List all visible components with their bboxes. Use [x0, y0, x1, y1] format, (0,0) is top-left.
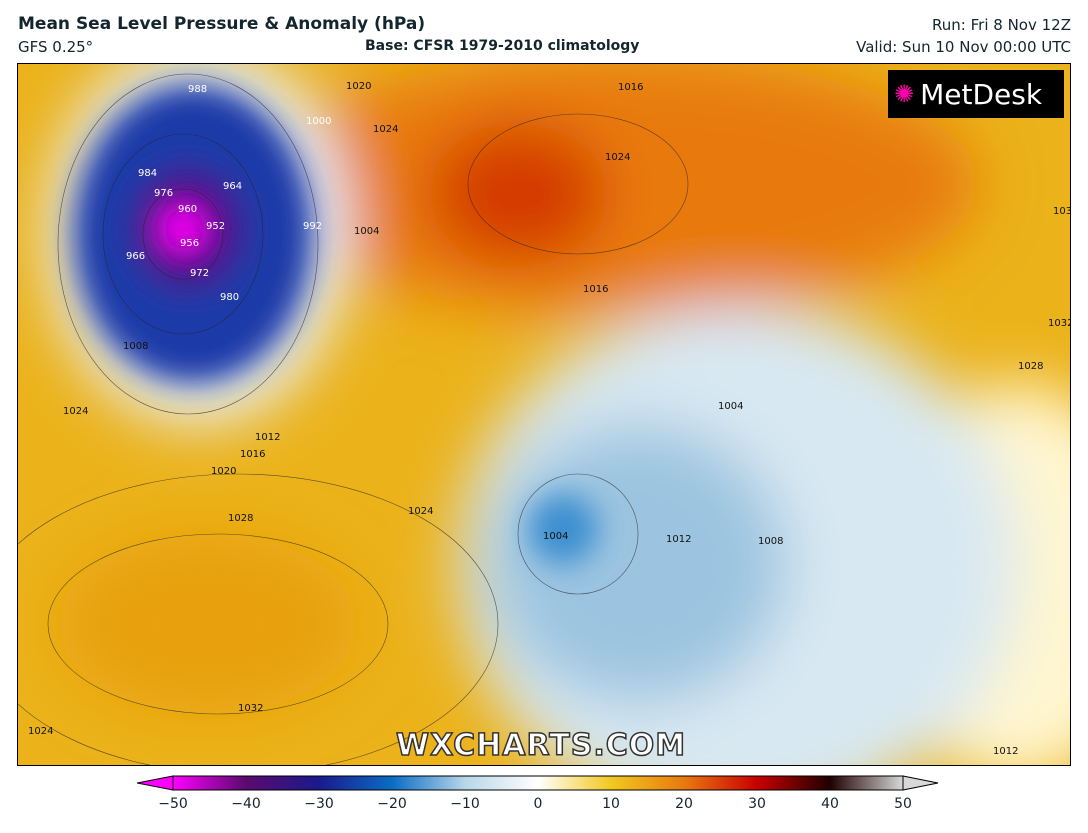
isobar-label: 1032	[1048, 318, 1071, 329]
isobar-label: 1016	[618, 82, 643, 93]
isobar-label: 988	[188, 84, 207, 95]
isobar-label: 1008	[123, 341, 148, 352]
isobar-label: 1028	[228, 513, 253, 524]
isobar-label: 1024	[373, 124, 398, 135]
model-label: GFS 0.25°	[18, 38, 94, 56]
isobar-label: 960	[178, 204, 197, 215]
colorbar-tick-label: 0	[533, 796, 543, 812]
base-climatology-label: Base: CFSR 1979-2010 climatology	[365, 38, 640, 54]
isobar-label: 972	[190, 268, 209, 279]
isobar-label: 1036	[1053, 206, 1071, 217]
colorbar-tick-label: 10	[602, 796, 620, 812]
europe-low-core	[488, 424, 788, 704]
isobar-label: 1004	[718, 401, 743, 412]
isobar-labels: 988 984 976 964 960 952 956 966 972 980 1000 992 100…	[28, 81, 1071, 757]
isobar-label: 976	[154, 188, 173, 199]
isobar-label: 966	[126, 251, 145, 262]
isobar-label: 1012	[255, 432, 280, 443]
logo-text: MetDesk	[920, 77, 1043, 111]
isobar-label: 984	[138, 168, 157, 179]
colorbar-tick-label: 50	[894, 796, 912, 812]
high-anomaly-north	[258, 64, 978, 314]
isobar-label: 964	[223, 181, 242, 192]
watermark: WXCHARTS.COM	[395, 727, 687, 764]
isobar-label: 1012	[666, 534, 691, 545]
france-low-center	[528, 494, 598, 564]
high-anomaly-core	[428, 124, 608, 264]
isobar-label: 1000	[306, 116, 331, 127]
isobar-label: 992	[303, 221, 322, 232]
map-field: 988 984 976 964 960 952 956 966 972 980 1000 992 100…	[18, 64, 1071, 765]
colorbar-min-arrow	[136, 775, 174, 791]
metdesk-logo: ✺ MetDesk	[888, 70, 1064, 118]
isobar-label: 1028	[1018, 361, 1043, 372]
valid-time-label: Valid: Sun 10 Nov 00:00 UTC	[856, 38, 1071, 56]
isobar-label: 1032	[238, 703, 263, 714]
colorbar-tick-label: 30	[748, 796, 766, 812]
colorbar	[136, 775, 939, 791]
colorbar-tick-label: 20	[675, 796, 693, 812]
isobar-label: 1024	[28, 726, 53, 737]
colorbar-tick-label: −20	[377, 796, 407, 812]
isobar-label: 956	[180, 238, 199, 249]
colorbar-gradient	[172, 775, 904, 791]
isobar-label: 1004	[354, 226, 379, 237]
isobar-label: 1024	[63, 406, 88, 417]
colorbar-tick-label: −10	[450, 796, 480, 812]
chart-title: Mean Sea Level Pressure & Anomaly (hPa)	[18, 14, 426, 34]
isobar-label: 1016	[583, 284, 608, 295]
colorbar-tick-label: −50	[158, 796, 188, 812]
colorbar-max-arrow	[902, 775, 939, 791]
isobar-label: 1016	[240, 449, 265, 460]
isobar-label: 1004	[543, 531, 568, 542]
isobar-label: 952	[206, 221, 225, 232]
isobar-label: 980	[220, 292, 239, 303]
isobar-label: 1024	[605, 152, 630, 163]
colorbar-tick-label: −30	[304, 796, 334, 812]
pressure-anomaly-map: 988 984 976 964 960 952 956 966 972 980 1000 992 100…	[17, 63, 1071, 766]
isobars	[18, 73, 689, 765]
logo-icon: ✺	[894, 80, 915, 108]
colorbar-tick-label: −40	[231, 796, 261, 812]
isobar-label: 1024	[408, 506, 433, 517]
isobar-label: 1020	[211, 466, 236, 477]
azores-high	[58, 534, 358, 714]
atlantic-low-center	[161, 207, 205, 251]
isobar-label: 1020	[346, 81, 371, 92]
isobar-label: 1012	[993, 746, 1018, 757]
run-time-label: Run: Fri 8 Nov 12Z	[932, 16, 1071, 34]
isobar-label: 1008	[758, 536, 783, 547]
colorbar-tick-label: 40	[821, 796, 839, 812]
